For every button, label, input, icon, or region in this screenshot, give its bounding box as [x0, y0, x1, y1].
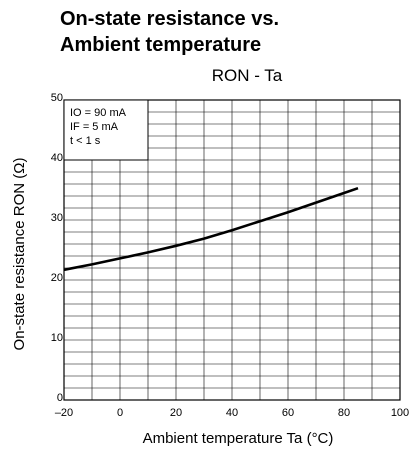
x-tick-label: 20	[170, 407, 182, 419]
y-tick-label: 20	[51, 272, 63, 284]
y-tick-label: 50	[51, 92, 63, 104]
legend-entry: t < 1 s	[70, 135, 101, 147]
x-tick-label: 0	[117, 407, 123, 419]
x-tick-labels: –20 0 20 40 60 80 100	[55, 407, 409, 419]
x-tick-label: 80	[338, 407, 350, 419]
chart-title-line-2: Ambient temperature	[60, 34, 262, 56]
x-tick-label: –20	[55, 407, 73, 419]
y-tick-label: 0	[57, 392, 63, 404]
x-tick-label: 40	[226, 407, 238, 419]
chart-title: On-state resistance vs. Ambient temperat…	[60, 6, 400, 58]
y-tick-label: 10	[51, 332, 63, 344]
y-tick-label: 30	[51, 212, 63, 224]
series-line	[63, 186, 359, 272]
legend-box: IO = 90 mA IF = 5 mA t < 1 s	[63, 99, 149, 161]
x-tick-label: 60	[282, 407, 294, 419]
chart-title-line-1: On-state resistance vs.	[60, 8, 279, 30]
x-tick-label: 100	[391, 407, 409, 419]
y-tick-labels: 0 10 20 30 40 50	[51, 92, 63, 404]
legend-entry: IF = 5 mA	[70, 121, 119, 133]
plot-frame	[63, 99, 401, 401]
chart-subtitle: RON - Ta	[211, 66, 283, 85]
x-axis-label: Ambient temperature Ta (°C)	[143, 430, 334, 447]
y-tick-label: 40	[51, 152, 63, 164]
legend-entry: IO = 90 mA	[70, 107, 127, 119]
y-axis-label: On-state resistance RON (Ω)	[11, 158, 28, 351]
legend-frame	[63, 99, 149, 161]
